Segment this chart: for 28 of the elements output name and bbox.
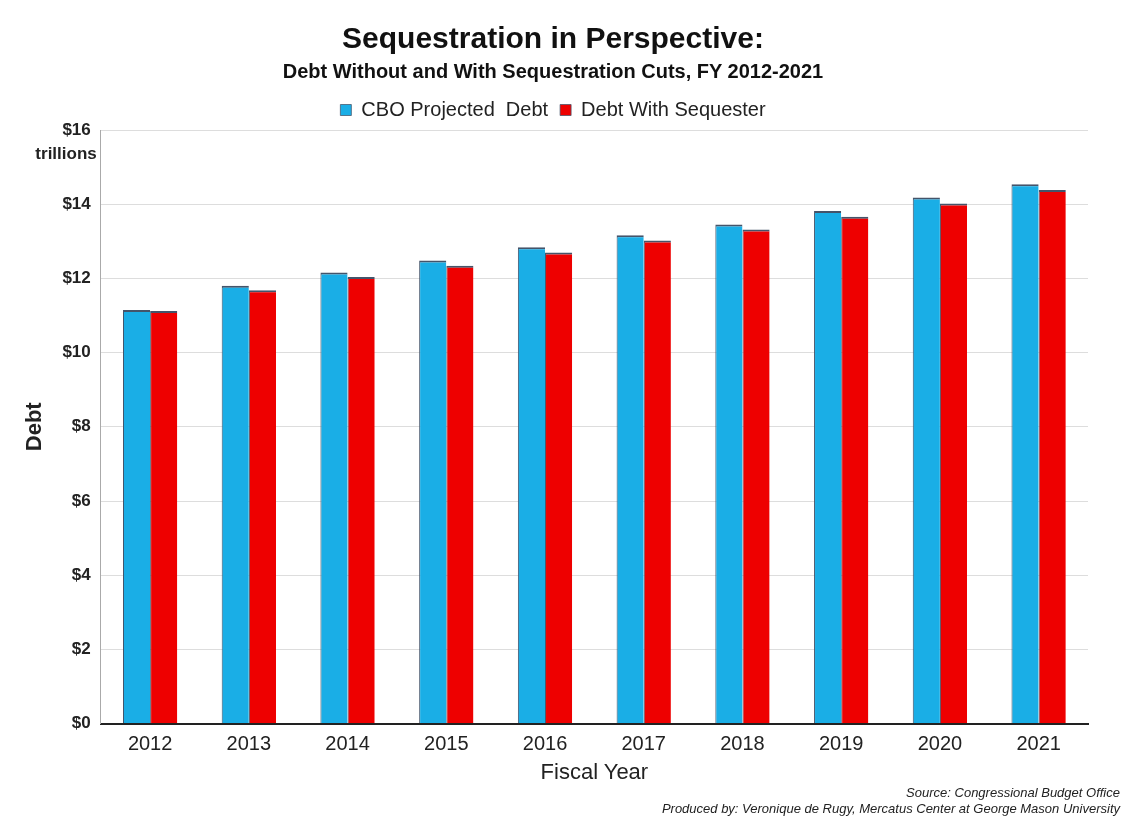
y-tick-label: $10: [62, 342, 91, 362]
y-tick-label: $8: [71, 416, 91, 436]
text: Produced by: Veronique de Rugy, Mercatus Center at George Mason University: [661, 801, 1122, 817]
legend-label: CBO Projected Debt: [361, 97, 549, 120]
x-tick-label: 2019: [818, 732, 864, 755]
y-tick-label: $0: [71, 713, 91, 733]
y-tick-label: $4: [71, 564, 92, 584]
x-tick-label: 2013: [226, 732, 272, 755]
source-note: Source: Congressional Budget Office: [906, 785, 1120, 801]
x-tick-label: 2020: [917, 732, 963, 755]
x-tick-label: 2018: [720, 732, 765, 755]
y-tick-label: $6: [71, 490, 91, 510]
x-tick-label: 2014: [325, 732, 370, 755]
y-tick-label: $2: [71, 639, 91, 659]
chart-subtitle: Debt Without and With Sequestration Cuts, FY 2012-2021: [282, 59, 824, 82]
text: trillions: [35, 144, 97, 164]
y-tick-label: $14: [62, 193, 92, 213]
x-tick-label: 2016: [522, 732, 568, 755]
x-axis-title: Fiscal Year: [540, 758, 649, 784]
x-tick-label: 2017: [621, 732, 666, 755]
x-tick-label: 2021: [1016, 732, 1061, 755]
y-axis-title: Debt: [21, 401, 47, 452]
chart-title: Sequestration in Perspective:: [342, 21, 764, 55]
y-tick-label: $12: [62, 268, 91, 288]
y-tick-label: $16: [62, 119, 91, 139]
legend-label: Debt With Sequester: [581, 97, 766, 120]
x-tick-label: 2012: [127, 732, 173, 755]
x-tick-label: 2015: [424, 732, 469, 755]
